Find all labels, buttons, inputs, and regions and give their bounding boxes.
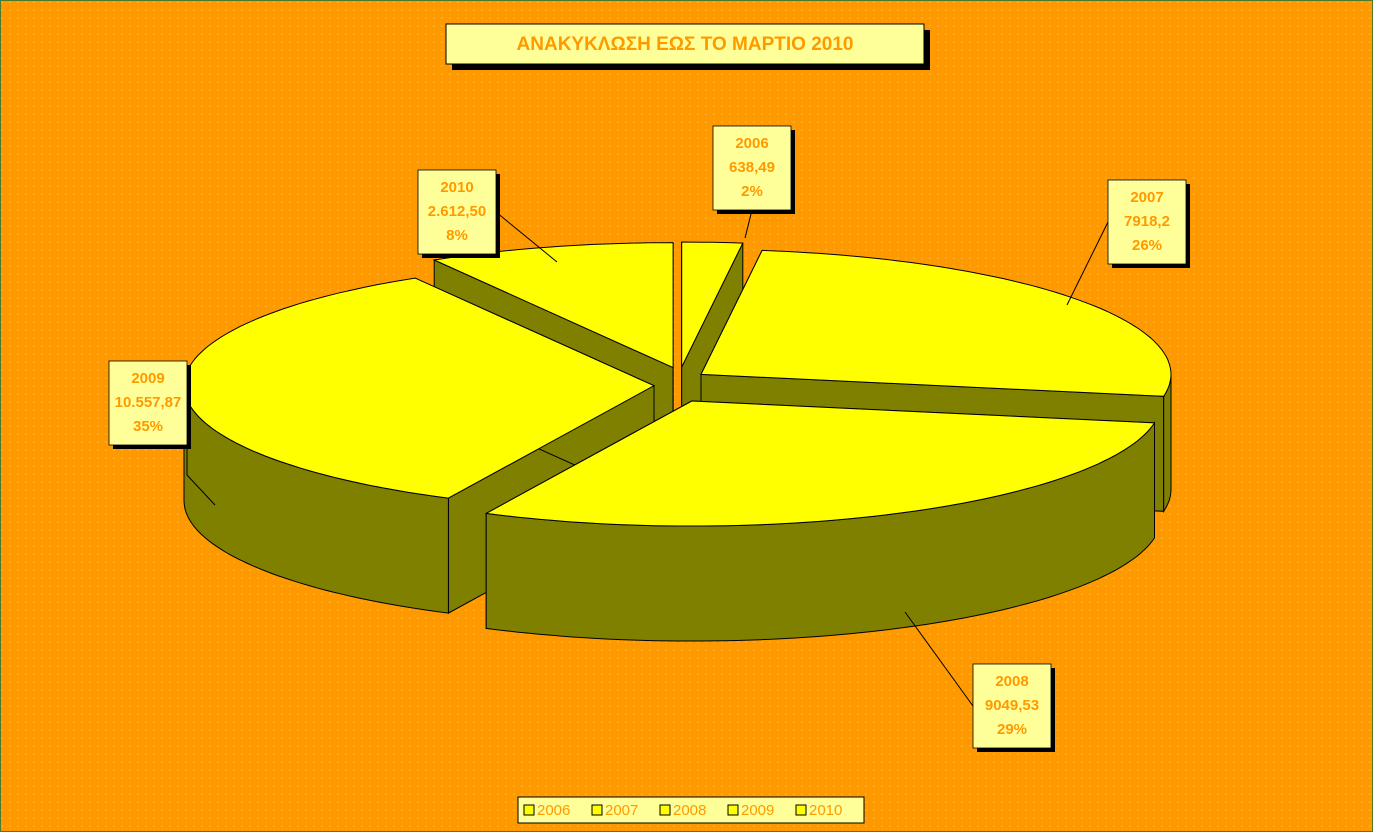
legend-label: 2009 [741, 802, 774, 819]
label-percent: 2% [741, 183, 763, 200]
label-category: 2010 [440, 179, 473, 196]
label-box [712, 125, 792, 211]
legend-swatch [795, 804, 807, 816]
slice-top [700, 249, 1172, 397]
label-value: 7918,2 [1124, 213, 1170, 230]
label-category: 2007 [1130, 189, 1163, 206]
label-percent: 29% [997, 721, 1027, 738]
legend-swatch [727, 804, 739, 816]
label-box [972, 663, 1052, 749]
legend-label: 2007 [605, 802, 638, 819]
legend-swatch [659, 804, 671, 816]
leader-line [186, 445, 216, 506]
label-value: 9049,53 [985, 697, 1039, 714]
label-percent: 8% [446, 227, 468, 244]
label-percent: 26% [1132, 237, 1162, 254]
legend-label: 2006 [537, 802, 570, 819]
label-box [1107, 179, 1187, 265]
slice-top [484, 400, 1156, 527]
legend-label: 2010 [809, 802, 842, 819]
label-category: 2009 [131, 370, 164, 387]
label-box [108, 360, 188, 446]
label-value: 638,49 [729, 159, 775, 176]
label-percent: 35% [133, 418, 163, 435]
label-category: 2008 [995, 673, 1028, 690]
leader-line [904, 611, 974, 707]
label-category: 2006 [735, 135, 768, 152]
leader-line [744, 209, 753, 239]
legend-swatch [523, 804, 535, 816]
leader-line [1066, 221, 1109, 306]
label-value: 10.557,87 [115, 394, 182, 411]
legend-swatch [591, 804, 603, 816]
slice-top [681, 241, 744, 368]
label-value: 2.612,50 [428, 203, 486, 220]
legend-label: 2008 [673, 802, 706, 819]
slice [484, 400, 1156, 642]
title-box [445, 23, 925, 65]
leader-line [495, 211, 558, 263]
label-box [417, 169, 497, 255]
chart-title: ΑΝΑΚΥΚΛΩΣΗ ΕΩΣ ΤΟ ΜΑΡΤΙΟ 2010 [517, 34, 854, 55]
